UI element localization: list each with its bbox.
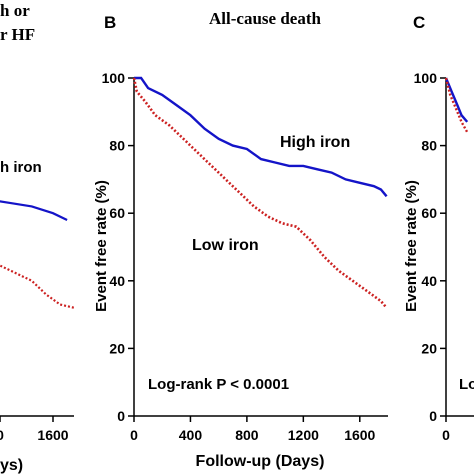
left-x-tick-label: 0 xyxy=(0,427,4,443)
left-x-axis-label: ys) xyxy=(0,457,23,474)
panel-b-x-axis-label: Follow-up (Days) xyxy=(196,453,325,470)
panel-b-x-tick-label: 400 xyxy=(179,427,203,443)
panel-c-low-iron-line xyxy=(444,77,469,133)
panel-c-y-axis-label: Event free rate (%) xyxy=(403,180,420,312)
panel-b-y-tick-label: 60 xyxy=(109,205,125,221)
panel-b-y-tick-label: 40 xyxy=(109,273,125,289)
panel-b-x-tick-label: 800 xyxy=(235,427,259,443)
panel-c-partial: C Event free rate (%) 0 20 40 60 80 100 0 Lo xyxy=(403,13,474,443)
left-title-line2: r HF xyxy=(0,25,35,44)
panel-c-annotation-fragment: Lo xyxy=(459,376,474,393)
panel-b-axes: 0 20 40 60 80 100 0 400 800 1200 1600 xyxy=(102,70,388,443)
panel-c-lines xyxy=(444,77,469,133)
left-series-label: h iron xyxy=(0,159,42,176)
left-low-iron-line xyxy=(0,264,75,309)
panel-b-x-tick-label: 1200 xyxy=(288,427,319,443)
panel-b-lines xyxy=(132,76,388,309)
panel-left-partial: h or r HF h iron 0 1600 ys) xyxy=(0,1,75,474)
panel-b-y-tick-label: 0 xyxy=(117,408,125,424)
panel-b: B All-cause death Event free rate (%) Fo… xyxy=(93,9,388,470)
panel-b-title: All-cause death xyxy=(209,9,321,28)
panel-c-y-tick-label: 80 xyxy=(421,138,437,154)
panel-c-y-tick-label: 60 xyxy=(421,205,437,221)
panel-c-x-tick-label: 0 xyxy=(442,427,450,443)
left-x-tick-label: 1600 xyxy=(37,427,68,443)
panel-c-y-tick-label: 40 xyxy=(421,273,437,289)
panel-b-high-iron-line xyxy=(134,76,388,198)
panel-c-axes: 0 20 40 60 80 100 0 xyxy=(414,70,474,443)
panel-b-y-tick-label: 20 xyxy=(109,340,125,356)
panel-b-logrank-annotation: Log-rank P < 0.0001 xyxy=(148,376,289,393)
panel-c-label: C xyxy=(413,13,425,32)
panel-b-x-tick-label: 0 xyxy=(130,427,138,443)
panel-b-label: B xyxy=(104,13,116,32)
panel-c-y-tick-label: 100 xyxy=(414,70,438,86)
panel-b-low-iron-label: Low iron xyxy=(192,237,259,254)
panel-b-y-axis-label: Event free rate (%) xyxy=(93,180,110,312)
panel-b-x-tick-label: 1600 xyxy=(344,427,375,443)
left-high-iron-line xyxy=(0,200,68,221)
panel-c-high-iron-line xyxy=(444,77,469,123)
panel-b-high-iron-label: High iron xyxy=(280,134,350,151)
panel-b-y-tick-label: 80 xyxy=(109,138,125,154)
panel-c-y-tick-label: 20 xyxy=(421,340,437,356)
panel-c-y-tick-label: 0 xyxy=(429,408,437,424)
left-title-line1: h or xyxy=(0,1,30,20)
panel-b-y-tick-label: 100 xyxy=(102,70,126,86)
panel-b-low-iron-line xyxy=(132,77,388,309)
